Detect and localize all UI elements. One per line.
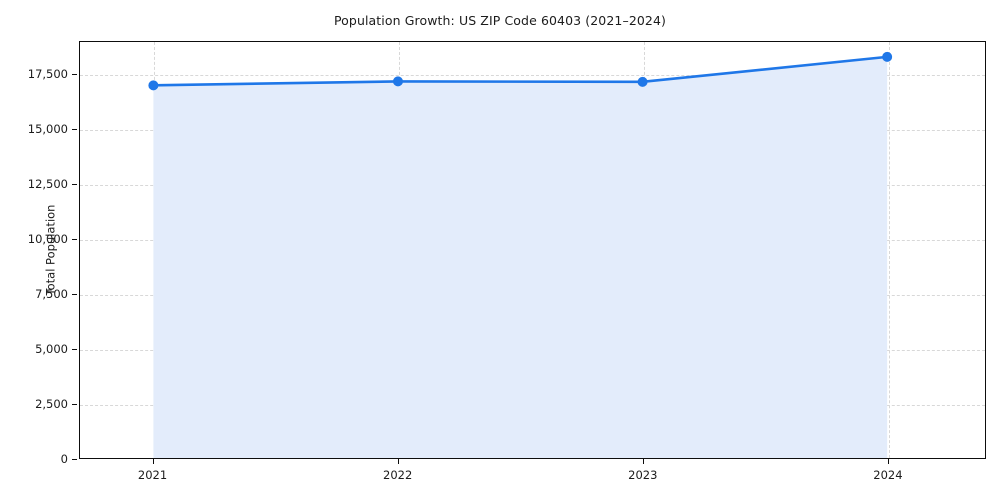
y-axis-tick-mark — [72, 74, 77, 75]
y-axis-tick-label: 15,000 — [27, 122, 68, 136]
x-axis-tick-mark — [152, 459, 154, 464]
y-axis-tick-label: 7,500 — [35, 287, 68, 301]
y-axis-tick-label: 12,500 — [27, 177, 68, 191]
x-axis-tick-label: 2024 — [873, 468, 903, 482]
data-point-marker: 2022: 17200 — [392, 76, 403, 87]
x-axis-tick-mark — [642, 459, 644, 464]
data-point-marker: 2021: 17020 — [148, 80, 159, 91]
population-line-series: 2021: 17020 2022: 17200 2023: 17180 2024: 1… — [148, 51, 893, 458]
x-axis-tick-mark — [397, 459, 399, 464]
y-axis-tick-label: 0 — [60, 452, 68, 466]
y-axis-tick-mark — [72, 349, 77, 350]
x-axis-tick-label: 2022 — [383, 468, 413, 482]
gridline-horizontal — [80, 75, 985, 76]
chart-title: Population Growth: US ZIP Code 60403 (20… — [333, 13, 667, 28]
y-axis-tick-mark — [72, 294, 77, 295]
y-axis-tick-label: 10,000 — [27, 232, 68, 246]
y-axis-tick-mark — [72, 239, 77, 240]
y-axis-tick-mark — [72, 184, 77, 185]
y-axis-tick-mark — [72, 404, 77, 405]
x-axis-tick-mark — [887, 459, 889, 464]
gridline-vertical — [888, 42, 890, 458]
x-axis-tick-label: 2023 — [628, 468, 658, 482]
area-fill — [153, 56, 888, 458]
y-axis-tick-mark — [72, 459, 77, 460]
y-axis-tick-label: 5,000 — [35, 342, 68, 356]
plot-area: 2021: 17020 2022: 17200 2023: 17180 2024: 1… — [79, 41, 986, 459]
y-axis-tick-mark — [72, 129, 77, 130]
y-axis-tick-labels: 0 2,500 5,000 7,500 10,000 12,500 15,000 17,500 — [0, 0, 68, 500]
y-axis-tick-label: 2,500 — [35, 397, 68, 411]
series-line — [152, 55, 889, 87]
x-axis-tick-label: 2021 — [137, 468, 168, 482]
data-point-marker: 2024: 18320 — [882, 51, 893, 62]
data-point-marker: 2023: 17180 — [637, 76, 648, 87]
y-axis-tick-label: 17,500 — [27, 67, 68, 81]
